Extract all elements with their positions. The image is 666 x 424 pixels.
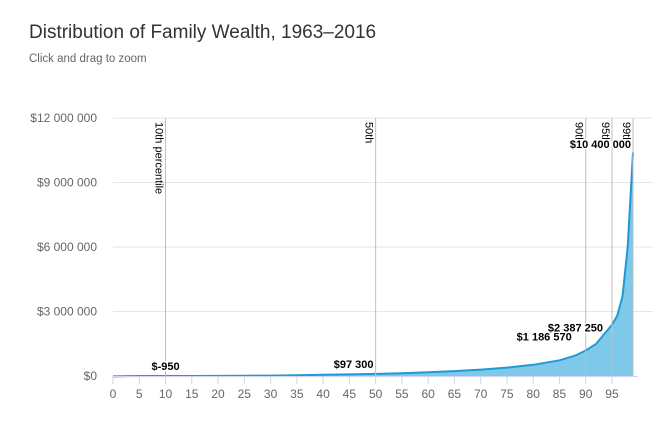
x-tick-label: 35 (290, 387, 304, 401)
y-tick-label: $0 (84, 369, 98, 383)
x-tick-label: 65 (448, 387, 462, 401)
chart-subtitle: Click and drag to zoom (29, 53, 147, 65)
data-label: $97 300 (334, 359, 374, 371)
x-tick-label: 40 (316, 387, 330, 401)
series-line (112, 152, 634, 378)
y-tick-label: $3 000 000 (37, 305, 97, 319)
y-tick-label: $6 000 000 (37, 240, 97, 254)
percentile-lines: 10th percentile 50th 90th 95th 99th (153, 118, 634, 376)
x-tick-label: 60 (421, 387, 435, 401)
percentile-line-label: 90th (573, 122, 585, 143)
x-tick-label: 50 (369, 387, 383, 401)
x-tick-label: 30 (264, 387, 278, 401)
x-tick-label: 15 (185, 387, 199, 401)
axis-layer: $0 $3 000 000 $6 000 000 $9 000 000 $12 000 … (30, 111, 638, 401)
y-tick-label: $12 000 000 (30, 111, 97, 125)
x-tick-label: 75 (500, 387, 514, 401)
x-tick-label: 55 (395, 387, 409, 401)
x-tick-label: 0 (110, 387, 117, 401)
percentile-line-label: 99th (620, 122, 632, 143)
chart-title: Distribution of Family Wealth, 1963–2016 (29, 22, 377, 43)
data-label: $1 186 570 (517, 331, 572, 343)
percentile-line-label: 10th percentile (153, 122, 165, 194)
x-tick-label: 5 (136, 387, 143, 401)
data-label: $-950 (151, 361, 179, 373)
series-area (113, 152, 633, 377)
data-labels: $-950 $97 300 $1 186 570$2 387 250 $10 400 … (150, 138, 633, 375)
percentile-line-label: 50th (363, 122, 375, 143)
x-tick-label: 20 (211, 387, 225, 401)
y-tick-label: $9 000 000 (37, 176, 97, 190)
area-layer (112, 152, 634, 378)
grid-layer (113, 117, 653, 312)
x-tick-label: 25 (238, 387, 252, 401)
x-tick-label: 10 (159, 387, 173, 401)
x-tick-label: 90 (579, 387, 593, 401)
x-tick-label: 70 (474, 387, 488, 401)
data-label: $2 387 250 (548, 323, 603, 335)
x-tick-label: 95 (605, 387, 619, 401)
data-label: $10 400 000 (570, 139, 631, 151)
x-tick-label: 80 (527, 387, 541, 401)
x-tick-label: 45 (343, 387, 357, 401)
x-tick-label: 85 (553, 387, 567, 401)
percentile-line-label: 95th (599, 122, 611, 143)
